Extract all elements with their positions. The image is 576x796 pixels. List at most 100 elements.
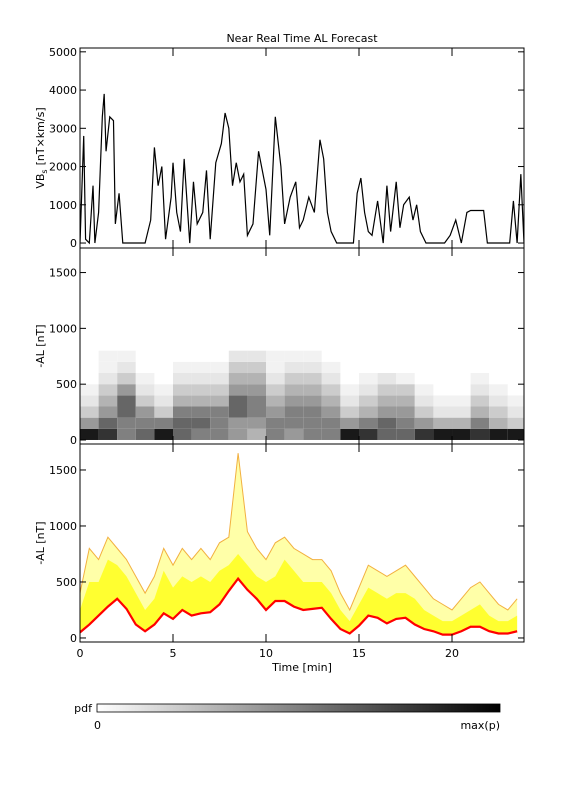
heat-cell — [210, 395, 229, 407]
heat-cell — [191, 361, 211, 374]
heat-cell — [210, 350, 229, 362]
heat-cell — [135, 417, 155, 429]
heat-cell — [396, 384, 415, 396]
heat-cell — [173, 406, 192, 418]
heat-cell — [377, 406, 397, 418]
heat-cell — [489, 384, 508, 396]
heat-cell — [228, 361, 248, 374]
heat-cell — [396, 406, 415, 418]
y-label-main: VB — [34, 174, 47, 189]
heat-cell — [117, 384, 136, 396]
heat-cell — [321, 395, 341, 407]
heat-cell — [191, 406, 211, 418]
y-tick-label: 1500 — [49, 267, 77, 280]
heat-cell — [135, 373, 155, 385]
heat-cell — [433, 395, 453, 407]
heat-cell — [359, 406, 378, 418]
heat-cell — [80, 361, 99, 374]
heat-cell — [210, 373, 229, 385]
heat-cell — [135, 406, 155, 418]
y-tick-label: 1000 — [49, 322, 77, 335]
heat-cell — [154, 417, 174, 429]
heat-cell — [340, 361, 360, 374]
heat-cell — [191, 395, 211, 407]
heat-cell — [340, 373, 360, 385]
y-tick-label: 1000 — [49, 520, 77, 533]
heat-cell — [489, 428, 508, 440]
heat-cell — [98, 361, 118, 374]
heat-cell — [247, 373, 267, 385]
heat-cell — [154, 350, 174, 362]
heat-cell — [507, 350, 524, 362]
heat-cell — [340, 417, 360, 429]
heat-cell — [414, 373, 434, 385]
heat-cell — [507, 406, 524, 418]
heat-cell — [284, 395, 304, 407]
heat-cell — [191, 417, 211, 429]
heat-cell — [117, 428, 136, 440]
heat-cell — [117, 406, 136, 418]
heat-cell — [80, 417, 99, 429]
heat-cell — [154, 384, 174, 396]
y-label-main: -AL [nT] — [34, 521, 47, 564]
heat-cell — [340, 406, 360, 418]
heat-cell — [452, 361, 471, 374]
heat-cell — [135, 384, 155, 396]
heat-cell — [135, 350, 155, 362]
heat-cell — [98, 406, 118, 418]
heat-cell — [470, 417, 490, 429]
heat-cell — [340, 428, 360, 440]
y-tick-label: 500 — [56, 576, 77, 589]
heat-cell — [228, 417, 248, 429]
heat-cell — [98, 395, 118, 407]
heat-cell — [414, 406, 434, 418]
heat-cell — [396, 395, 415, 407]
heat-cell — [210, 417, 229, 429]
colorbar — [96, 703, 501, 713]
plot-frame — [79, 47, 525, 249]
heat-cell — [359, 428, 378, 440]
y-tick-label: 500 — [56, 378, 77, 391]
heat-cell — [80, 384, 99, 396]
heat-cell — [303, 373, 322, 385]
colorbar-max: max(p) — [460, 719, 500, 732]
heat-cell — [452, 406, 471, 418]
heat-cell — [284, 406, 304, 418]
heat-cell — [135, 395, 155, 407]
heat-cell — [154, 361, 174, 374]
data-line — [80, 93, 524, 245]
heat-cell — [154, 406, 174, 418]
heat-cell — [340, 395, 360, 407]
heat-cell — [321, 373, 341, 385]
heat-cell — [340, 384, 360, 396]
y-tick-label: 5000 — [49, 46, 77, 59]
heat-cell — [489, 395, 508, 407]
heat-cell — [173, 384, 192, 396]
heat-cell — [470, 361, 490, 374]
plot-area — [80, 93, 524, 245]
heat-cell — [117, 373, 136, 385]
heat-cell — [303, 406, 322, 418]
plot-frame — [79, 443, 525, 643]
y-tick-label: 4000 — [49, 84, 77, 97]
heat-cell — [191, 350, 211, 362]
heat-cell — [321, 406, 341, 418]
heat-cell — [117, 417, 136, 429]
heat-cell — [247, 428, 267, 440]
heat-cell — [489, 350, 508, 362]
plot-area — [80, 453, 518, 638]
heat-cell — [321, 417, 341, 429]
heat-cell — [266, 373, 285, 385]
band-area — [80, 578, 518, 638]
heat-cell — [303, 350, 322, 362]
heat-cell — [80, 428, 99, 440]
plot-area — [80, 350, 524, 440]
heat-cell — [303, 361, 322, 374]
x-tick-label: 15 — [352, 647, 366, 660]
heat-cell — [303, 428, 322, 440]
heat-cell — [303, 417, 322, 429]
heat-cell — [210, 361, 229, 374]
heat-cell — [266, 361, 285, 374]
heat-cell — [377, 350, 397, 362]
